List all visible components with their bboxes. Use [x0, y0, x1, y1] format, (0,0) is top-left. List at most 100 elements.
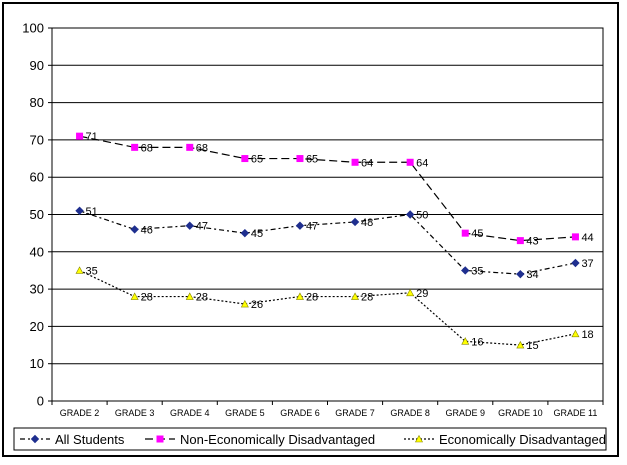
- data-point: [461, 229, 469, 237]
- data-label: 64: [416, 157, 428, 169]
- legend-marker: [156, 435, 164, 443]
- y-tick-label: 70: [30, 132, 44, 147]
- legend-box: [13, 427, 607, 451]
- legend-label: Non-Economically Disadvantaged: [180, 432, 375, 447]
- data-label: 51: [86, 206, 98, 218]
- data-point: [76, 132, 84, 140]
- x-tick-label: GRADE 11: [554, 408, 598, 418]
- x-tick-label: GRADE 3: [115, 408, 155, 418]
- data-label: 45: [251, 228, 263, 240]
- data-label: 16: [471, 336, 483, 348]
- x-tick-label: GRADE 4: [170, 408, 210, 418]
- y-tick-label: 0: [37, 394, 44, 409]
- y-tick-label: 20: [30, 319, 44, 334]
- data-label: 48: [361, 217, 373, 229]
- data-label: 47: [196, 221, 208, 233]
- data-label: 71: [86, 131, 98, 143]
- data-label: 45: [471, 228, 483, 240]
- y-tick-label: 10: [30, 356, 44, 371]
- data-label: 29: [416, 288, 428, 300]
- data-point: [130, 292, 139, 300]
- series-line: [79, 210, 576, 275]
- data-point: [185, 221, 194, 230]
- data-label: 68: [141, 142, 153, 154]
- legend-marker: [30, 434, 40, 444]
- y-axis-ticks: 0 10 20 30 40 50 60 70 80 90 100: [22, 21, 52, 409]
- data-point: [75, 266, 84, 274]
- data-point: [185, 292, 194, 300]
- y-tick-label: 60: [30, 170, 44, 185]
- data-point: [351, 158, 359, 166]
- data-label: 28: [361, 292, 373, 304]
- data-label: 65: [251, 154, 263, 166]
- x-axis-ticks: GRADE 2 GRADE 3 GRADE 4 GRADE 5 GRADE 6 GRADE…: [51, 401, 604, 418]
- data-point: [350, 217, 360, 227]
- data-label: 26: [251, 299, 263, 311]
- chart-frame: [2, 2, 619, 457]
- x-tick-label: GRADE 8: [390, 408, 430, 418]
- x-tick-label: GRADE 7: [335, 408, 375, 418]
- x-tick-label: GRADE 2: [60, 408, 100, 418]
- data-point: [405, 210, 415, 219]
- data-label: 28: [196, 292, 208, 304]
- data-point: [571, 233, 579, 241]
- series-2: 35 28 28 26 28 28 29 16 15 18: [75, 265, 594, 352]
- x-tick-label: GRADE 5: [225, 408, 265, 418]
- data-point: [295, 221, 305, 230]
- data-point: [516, 340, 525, 349]
- data-point: [406, 288, 415, 297]
- y-tick-label: 30: [30, 282, 44, 297]
- data-point: [295, 292, 304, 300]
- y-tick-label: 50: [30, 207, 44, 222]
- data-label: 28: [141, 292, 153, 304]
- data-point: [516, 237, 524, 245]
- data-label: 68: [196, 142, 208, 154]
- data-point: [461, 266, 470, 275]
- data-point: [351, 292, 360, 300]
- data-label: 37: [581, 258, 593, 270]
- y-tick-label: 40: [30, 244, 44, 259]
- legend-label: Economically Disadvantaged: [439, 432, 606, 447]
- series-0: 51 46 47 45 47 48 50 35 34 37: [75, 206, 594, 281]
- data-point: [75, 206, 84, 215]
- y-tick-label: 90: [30, 58, 44, 73]
- data-point: [461, 337, 470, 345]
- data-point: [571, 258, 580, 268]
- x-tick-label: GRADE 10: [498, 408, 543, 418]
- data-label: 18: [581, 329, 593, 341]
- data-label: 46: [141, 224, 153, 236]
- data-label: 15: [526, 340, 538, 352]
- data-label: 34: [526, 269, 538, 281]
- data-point: [240, 228, 250, 238]
- data-label: 50: [416, 210, 428, 222]
- data-point: [131, 143, 139, 151]
- legend: All Students Non-Economically Disadvantag…: [13, 427, 607, 451]
- data-label: 43: [526, 236, 538, 248]
- legend-marker: [414, 434, 424, 443]
- x-tick-label: GRADE 6: [280, 408, 320, 418]
- data-label: 35: [86, 265, 98, 277]
- series-line: [79, 269, 576, 346]
- data-point: [130, 225, 139, 234]
- series-1: 71 68 68 65 65 64 64 45 43 44: [76, 131, 594, 248]
- data-point: [571, 329, 580, 338]
- y-tick-label: 100: [22, 21, 44, 36]
- data-label: 47: [306, 221, 318, 233]
- y-tick-label: 80: [30, 95, 44, 110]
- data-point: [241, 155, 249, 163]
- data-label: 65: [306, 154, 318, 166]
- data-label: 35: [471, 265, 483, 277]
- data-label: 44: [581, 232, 593, 244]
- data-point: [406, 158, 414, 166]
- data-point: [240, 299, 249, 308]
- series-line: [79, 135, 576, 242]
- data-point: [296, 155, 304, 163]
- data-label: 64: [361, 157, 373, 169]
- data-label: 28: [306, 292, 318, 304]
- data-point: [516, 269, 525, 279]
- legend-label: All Students: [55, 432, 125, 447]
- series-layer: 51 46 47 45 47 48 50 35 34 37 71 68 68 65 65 64 64 45 43 44…: [75, 131, 594, 352]
- x-tick-label: GRADE 9: [445, 408, 485, 418]
- data-point: [186, 143, 194, 151]
